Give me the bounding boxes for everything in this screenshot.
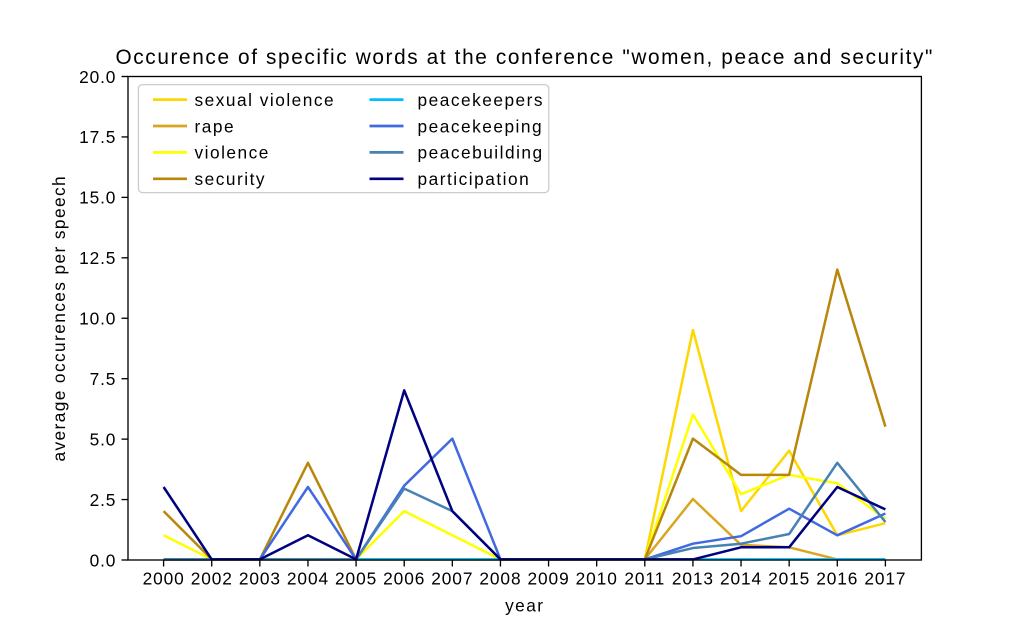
svg-text:2002: 2002 [191, 569, 233, 589]
svg-text:2007: 2007 [431, 569, 473, 589]
svg-text:2016: 2016 [816, 569, 858, 589]
svg-text:2011: 2011 [624, 569, 665, 589]
svg-text:2006: 2006 [383, 569, 425, 589]
svg-text:Occurence of specific words at: Occurence of specific words at the confe… [115, 46, 934, 69]
svg-text:peacebuilding: peacebuilding [418, 143, 544, 163]
svg-text:15.0: 15.0 [79, 188, 116, 208]
svg-text:2013: 2013 [672, 569, 714, 589]
svg-text:2008: 2008 [479, 569, 521, 589]
svg-text:peacekeeping: peacekeeping [418, 116, 544, 136]
svg-text:7.5: 7.5 [90, 369, 117, 389]
svg-text:sexual violence: sexual violence [195, 90, 336, 110]
svg-text:2015: 2015 [768, 569, 810, 589]
svg-text:2009: 2009 [528, 569, 570, 589]
svg-text:2014: 2014 [720, 569, 762, 589]
svg-text:2017: 2017 [864, 569, 906, 589]
svg-text:5.0: 5.0 [90, 429, 117, 449]
svg-text:2003: 2003 [239, 569, 281, 589]
svg-text:0.0: 0.0 [90, 550, 117, 570]
svg-text:20.0: 20.0 [79, 67, 116, 87]
svg-text:2005: 2005 [335, 569, 377, 589]
svg-text:average occurences per speech: average occurences per speech [49, 175, 69, 462]
svg-text:peacekeepers: peacekeepers [418, 90, 545, 110]
svg-text:2.5: 2.5 [90, 490, 117, 510]
svg-text:rape: rape [195, 116, 236, 136]
svg-text:year: year [505, 595, 544, 615]
svg-text:participation: participation [418, 169, 531, 189]
svg-text:security: security [195, 169, 267, 189]
svg-text:violence: violence [195, 143, 270, 163]
svg-text:2000: 2000 [143, 569, 185, 589]
svg-text:10.0: 10.0 [79, 309, 116, 329]
svg-text:2004: 2004 [287, 569, 329, 589]
svg-text:2010: 2010 [576, 569, 618, 589]
svg-text:17.5: 17.5 [79, 127, 116, 147]
svg-text:12.5: 12.5 [79, 248, 116, 268]
